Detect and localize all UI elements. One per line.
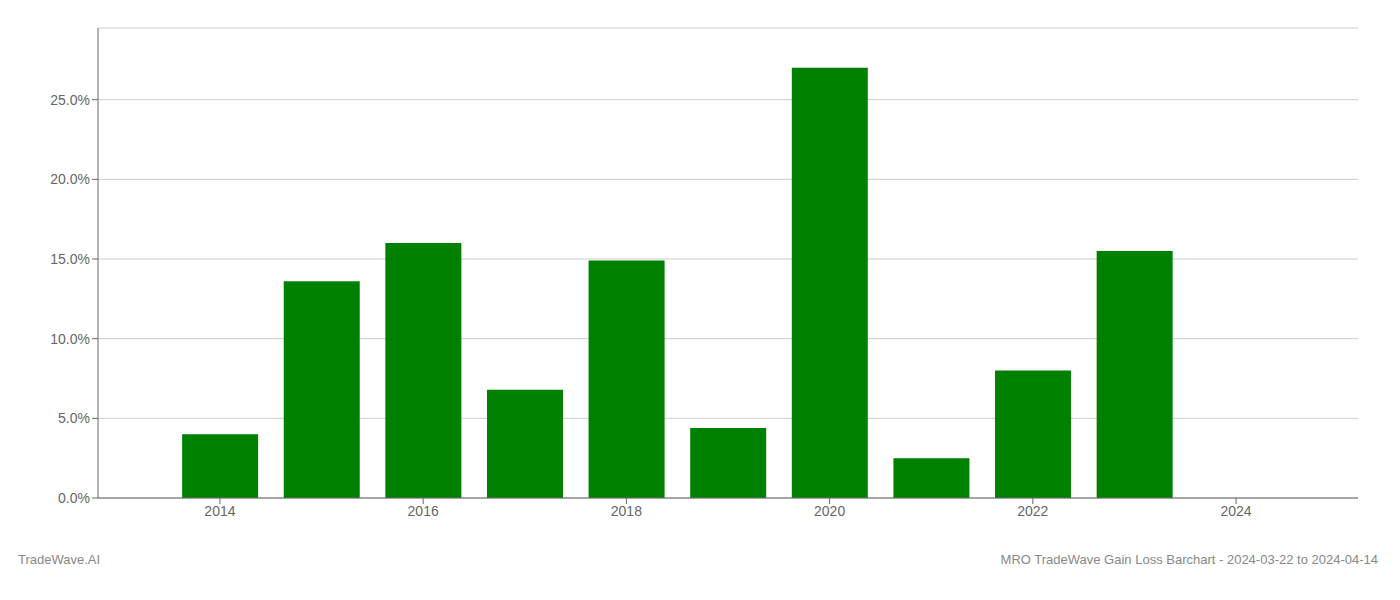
- svg-text:0.0%: 0.0%: [58, 490, 90, 506]
- svg-text:20.0%: 20.0%: [50, 171, 90, 187]
- svg-text:5.0%: 5.0%: [58, 410, 90, 426]
- svg-text:2018: 2018: [611, 503, 642, 519]
- svg-text:2014: 2014: [204, 503, 235, 519]
- svg-text:2016: 2016: [408, 503, 439, 519]
- svg-text:10.0%: 10.0%: [50, 331, 90, 347]
- html-text:MRO TradeWave Gain Loss Barcha: MRO TradeWave Gain Loss Barchart - 2024-…: [1000, 552, 1378, 567]
- svg-text:2022: 2022: [1017, 503, 1048, 519]
- svg-text:25.0%: 25.0%: [50, 92, 90, 108]
- svg-text:2024: 2024: [1220, 503, 1251, 519]
- svg-text:2020: 2020: [814, 503, 845, 519]
- svg-text:15.0%: 15.0%: [50, 251, 90, 267]
- html-text:TradeWave.AI: TradeWave.AI: [18, 552, 101, 567]
